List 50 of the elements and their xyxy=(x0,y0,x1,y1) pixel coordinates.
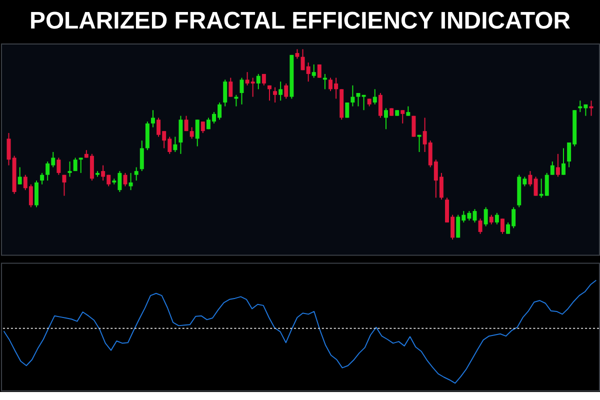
candlestick xyxy=(18,166,22,185)
candlestick xyxy=(68,161,72,178)
candlestick xyxy=(494,212,499,225)
candlestick xyxy=(73,157,78,172)
candlestick xyxy=(406,106,410,116)
candlestick xyxy=(345,102,350,118)
candlestick xyxy=(562,148,566,176)
candlestick xyxy=(190,126,194,140)
candlestick xyxy=(178,115,183,154)
candlestick xyxy=(62,174,66,196)
candlestick xyxy=(273,86,278,104)
candlestick xyxy=(356,92,360,107)
candlestick xyxy=(417,134,422,153)
candlestick xyxy=(173,136,178,153)
candlestick xyxy=(528,170,532,187)
candlestick xyxy=(295,48,300,60)
candlestick xyxy=(200,121,205,134)
candlestick xyxy=(195,119,200,147)
candlestick xyxy=(362,94,366,111)
candlestick xyxy=(412,115,416,138)
candlestick xyxy=(128,172,133,191)
candlestick xyxy=(534,176,538,196)
candlestick xyxy=(384,108,388,130)
candlestick xyxy=(378,92,382,118)
candlestick xyxy=(267,84,272,102)
candlestick xyxy=(550,161,554,176)
candlestick xyxy=(78,157,83,174)
candlestick xyxy=(228,77,233,98)
chart-title: POLARIZED FRACTAL EFFICIENCY INDICATOR xyxy=(30,8,570,35)
candlestick xyxy=(278,81,283,102)
candlestick xyxy=(484,206,488,227)
candlestick xyxy=(223,79,228,107)
candlestick xyxy=(312,64,316,78)
candlestick xyxy=(372,88,377,105)
candlestick xyxy=(134,166,138,182)
candlestick xyxy=(500,218,504,234)
candlestick xyxy=(478,218,482,234)
candlestick xyxy=(40,172,44,185)
candlestick xyxy=(34,180,38,208)
candlestick xyxy=(400,110,405,124)
candlestick xyxy=(556,153,560,178)
candlestick xyxy=(140,140,144,172)
candlestick xyxy=(56,157,61,176)
candlestick xyxy=(317,64,322,78)
candlestick xyxy=(256,73,260,90)
candlestick xyxy=(350,84,355,107)
candlestick xyxy=(489,214,494,225)
candlestick xyxy=(184,115,188,132)
candlestick xyxy=(150,110,155,128)
candlestick xyxy=(284,82,288,100)
